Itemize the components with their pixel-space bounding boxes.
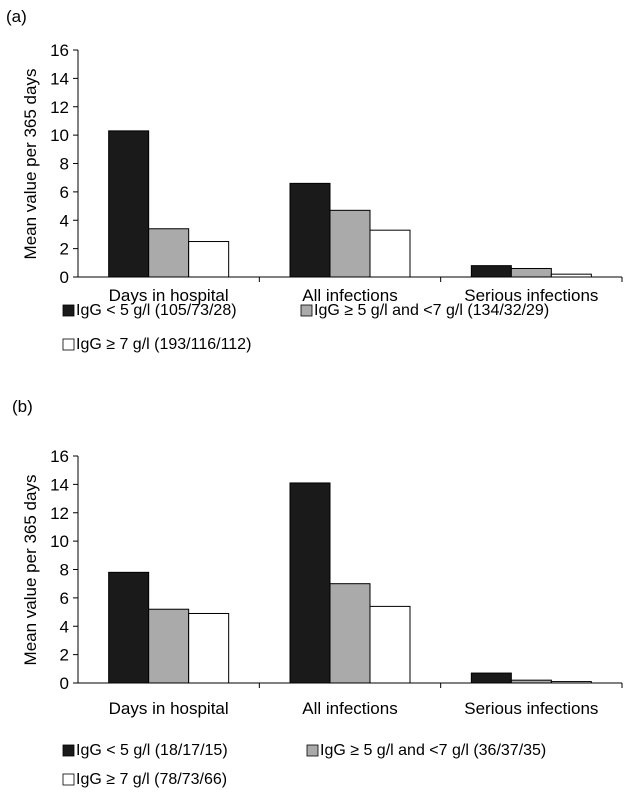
panel-b: (b) Mean value per 365 days 0 2 4 6 8 10 12 14 1… [12, 397, 623, 788]
legend-swatch-ge7 [62, 773, 75, 786]
y-tick-label: 10 [50, 126, 69, 145]
legend-label-5to7: IgG ≥ 5 g/l and <7 g/l (36/37/35) [320, 742, 546, 759]
y-tick-label: 2 [60, 646, 69, 665]
legend-swatch-5to7 [306, 744, 319, 757]
y-tick-label: 6 [60, 183, 69, 202]
bar-all-infections-ge7 [369, 229, 411, 278]
bar-serious-infections-lt5 [470, 265, 512, 278]
y-tick-label: 8 [60, 561, 69, 580]
y-tick-label: 14 [50, 475, 69, 494]
x-tick-label-serious-infections: Serious infections [464, 286, 598, 305]
bar-serious-infections-ge7 [550, 273, 592, 278]
x-tick-label-serious-infections: Serious infections [464, 699, 598, 718]
bar-all-infections-lt5 [289, 182, 331, 278]
panel-b-label: (b) [12, 397, 33, 416]
y-tick-label: 14 [50, 69, 69, 88]
legend-swatch-lt5 [62, 744, 75, 757]
legend-swatch-5to7 [300, 304, 313, 317]
panel-a-legend: IgG < 5 g/l (105/73/28) IgG ≥ 5 g/l and … [62, 302, 549, 353]
x-tick-label-days-in-hospital: Days in hospital [109, 286, 229, 305]
legend-label-lt5: IgG < 5 g/l (18/17/15) [76, 742, 228, 759]
panel-a: (a) Mean value per 365 days 0 2 4 6 8 10 12 14 1… [6, 7, 623, 353]
bar-days-in-hospital-5to7 [148, 228, 190, 278]
bar-all-infections-lt5 [289, 482, 331, 684]
legend-swatch-ge7 [62, 338, 75, 351]
panel-a-axes: 0 2 4 6 8 10 12 14 16 Days in hospital All infecti… [50, 41, 623, 305]
legend-swatch-lt5 [62, 304, 75, 317]
y-tick-label: 16 [50, 447, 69, 466]
bar-days-in-hospital-lt5 [108, 130, 150, 278]
bar-days-in-hospital-ge7 [188, 241, 230, 278]
y-tick-label: 6 [60, 589, 69, 608]
x-tick-label-all-infections: All infections [302, 286, 397, 305]
bar-days-in-hospital-ge7 [188, 612, 230, 684]
y-tick-label: 10 [50, 532, 69, 551]
legend-label-ge7: IgG ≥ 7 g/l (193/116/112) [76, 336, 251, 353]
bar-serious-infections-5to7 [510, 267, 552, 278]
y-tick-label: 2 [60, 240, 69, 259]
panel-b-y-axis-label: Mean value per 365 days [21, 475, 40, 666]
y-tick-label: 16 [50, 41, 69, 60]
x-tick-label-all-infections: All infections [302, 699, 397, 718]
bar-all-infections-5to7 [329, 583, 371, 684]
panel-a-y-axis-label: Mean value per 365 days [21, 69, 40, 260]
panel-a-bars [108, 130, 592, 278]
bar-serious-infections-5to7 [510, 679, 552, 684]
bar-days-in-hospital-lt5 [108, 571, 150, 684]
panel-a-label: (a) [6, 7, 27, 26]
bar-serious-infections-ge7 [550, 681, 592, 684]
legend-label-5to7: IgG ≥ 5 g/l and <7 g/l (134/32/29) [314, 302, 549, 319]
legend-label-ge7: IgG ≥ 7 g/l (78/73/66) [76, 771, 227, 788]
y-tick-label: 8 [60, 155, 69, 174]
y-tick-label: 12 [50, 504, 69, 523]
bar-all-infections-ge7 [369, 605, 411, 684]
panel-b-bars [108, 482, 592, 684]
bar-all-infections-5to7 [329, 209, 371, 278]
bar-serious-infections-lt5 [470, 672, 512, 684]
y-tick-label: 12 [50, 98, 69, 117]
y-tick-label: 4 [60, 617, 69, 636]
x-tick-label-days-in-hospital: Days in hospital [109, 699, 229, 718]
y-tick-label: 4 [60, 211, 69, 230]
legend-label-lt5: IgG < 5 g/l (105/73/28) [76, 302, 237, 319]
bar-days-in-hospital-5to7 [148, 608, 190, 684]
y-tick-label: 0 [60, 674, 69, 693]
y-tick-label: 0 [60, 268, 69, 287]
panel-b-legend: IgG < 5 g/l (18/17/15) IgG ≥ 5 g/l and <… [62, 742, 546, 788]
